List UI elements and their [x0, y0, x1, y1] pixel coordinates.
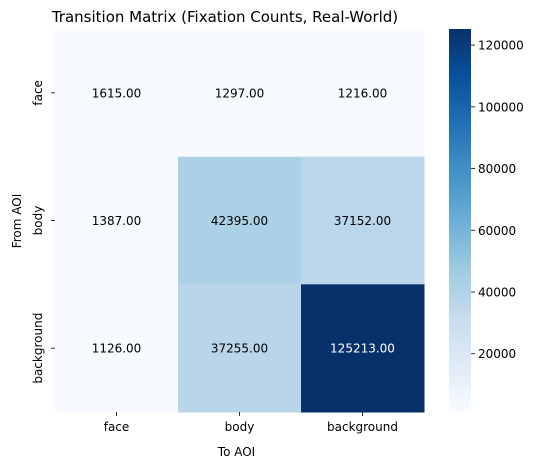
heatmap-cell [55, 29, 179, 158]
heatmap-cell [301, 284, 425, 413]
cell-value-label: 1297.00 [215, 86, 265, 100]
heatmap-cell [178, 29, 302, 158]
heatmap-cell [178, 156, 302, 285]
cell-value-label: 42395.00 [211, 214, 268, 228]
heatmap-cell-labels: 1615.00 1297.00 1216.00 1387.00 42395.00 3715… [92, 86, 395, 355]
cell-value-label: 1216.00 [338, 86, 388, 100]
cell-value-label: 1126.00 [92, 342, 142, 356]
chart-title: Transition Matrix (Fixation Counts, Real… [51, 8, 398, 26]
heatmap-cell [55, 284, 179, 413]
x-tick-label: background [327, 420, 398, 434]
y-tick-label: body [31, 206, 45, 236]
colorbar-tick-label: 120000 [478, 39, 524, 53]
heatmap-cells [55, 29, 425, 413]
x-tick-label: body [225, 420, 255, 434]
colorbar-tick-label: 80000 [478, 162, 516, 176]
cell-value-label: 1387.00 [92, 214, 142, 228]
cell-value-label: 1615.00 [92, 86, 142, 100]
cell-value-label: 37152.00 [334, 214, 391, 228]
colorbar [449, 29, 471, 412]
y-tick-label: face [31, 80, 45, 106]
x-axis-ticks: face body background [104, 412, 398, 434]
x-tick-label: face [104, 420, 130, 434]
cell-value-label: 37255.00 [211, 342, 268, 356]
heatmap-cell [301, 29, 425, 158]
colorbar-ticks: 20000 40000 60000 80000 100000 120000 [471, 39, 524, 361]
colorbar-tick-label: 60000 [478, 224, 516, 238]
colorbar-tick-label: 20000 [478, 347, 516, 361]
y-axis-label: From AOI [10, 194, 24, 249]
x-axis-label: To AOI [217, 445, 255, 459]
cell-value-label: 125213.00 [330, 342, 395, 356]
y-axis-ticks: face body background [31, 80, 55, 384]
y-tick-label: background [31, 313, 45, 384]
colorbar-tick-label: 40000 [478, 286, 516, 300]
heatmap-cell [178, 284, 302, 413]
heatmap-cell [301, 156, 425, 285]
heatmap-cell [55, 156, 179, 285]
colorbar-tick-label: 100000 [478, 100, 524, 114]
